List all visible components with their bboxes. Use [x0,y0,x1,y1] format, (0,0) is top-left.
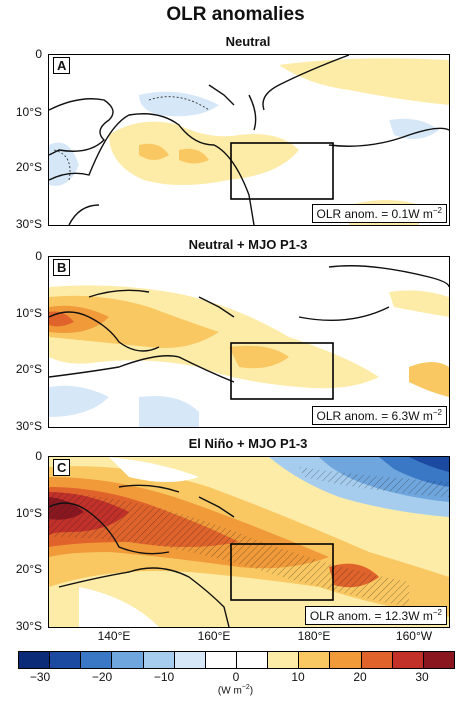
colorbar-tick-neg10: −10 [153,670,175,684]
y-tick-b-30s: 30°S [15,419,42,433]
colorbar-segment [360,652,392,668]
anomaly-fill-layer [49,457,449,627]
colorbar-segment [111,652,143,668]
panel-c-label: C [53,459,71,476]
colorbar-segment [391,652,423,668]
colorbar-tick-10: 10 [291,670,305,684]
panel-b-map [49,265,449,427]
colorbar-tick-20: 20 [353,670,367,684]
colorbar-tick-0: 0 [232,670,240,684]
panel-b-title: Neutral + MJO P1-3 [188,237,308,252]
target-box [230,543,334,601]
y-tick-a-30s: 30°S [15,217,42,231]
y-tick-b-20s: 20°S [15,362,42,376]
anomaly-fill-layer [49,285,449,427]
colorbar-segment [422,652,454,668]
panel-b-anomaly: OLR anom. = 6.3W m−2 [311,406,447,425]
colorbar-segment [204,652,236,668]
anomaly-fill-layer [49,58,449,225]
colorbar-segment [142,652,174,668]
colorbar-segment [173,652,205,668]
y-tick-c-20s: 20°S [15,562,42,576]
map-panel-b: B OLR anom. = 6.3W m−2 [48,256,450,428]
y-tick-b-10s: 10°S [15,306,42,320]
panel-c-map [49,457,449,627]
colorbar-tick-neg30: −30 [29,670,51,684]
colorbar-segment [267,652,299,668]
colorbar-tick-neg20: −20 [91,670,113,684]
panel-a-label: A [53,57,71,74]
panel-a-map [49,55,449,225]
coastline-layer [49,55,449,225]
colorbar-segment [80,652,112,668]
panel-c-anomaly: OLR anom. = 12.3W m−2 [304,606,447,625]
panel-b-label: B [53,259,71,276]
colorbar-units: (W m−2) [217,684,254,697]
colorbar-segment [298,652,330,668]
target-box [230,342,334,400]
coastline-layer [49,484,235,627]
map-panel-a: A OLR anom. = 0.1W m−2 [48,54,450,226]
panel-c-title: El Niño + MJO P1-3 [188,436,308,451]
panel-a-anomaly: OLR anom. = 0.1W m−2 [311,204,447,223]
colorbar-segment [49,652,81,668]
y-tick-c-30s: 30°S [15,619,42,633]
y-tick-a-20s: 20°S [15,160,42,174]
x-tick-180e: 180°E [297,629,331,643]
y-tick-b-0: 0 [35,249,42,263]
colorbar-segment [19,652,50,668]
x-tick-160w: 160°W [395,629,433,643]
y-tick-c-10s: 10°S [15,506,42,520]
panel-a-title: Neutral [225,34,271,49]
colorbar-tick-30: 30 [415,670,429,684]
coastline-layer [49,265,449,383]
x-tick-140e: 140°E [97,629,131,643]
contour-layer [53,96,210,181]
colorbar-segment [235,652,268,668]
y-tick-a-10s: 10°S [15,105,42,119]
y-tick-c-0: 0 [35,449,42,463]
target-box [230,142,334,200]
colorbar [18,651,455,669]
map-panel-c: C OLR anom. = 12.3W m−2 [48,456,450,628]
figure-title: OLR anomalies [166,4,305,25]
y-tick-a-0: 0 [35,47,42,61]
colorbar-segment [329,652,361,668]
x-tick-160e: 160°E [197,629,231,643]
